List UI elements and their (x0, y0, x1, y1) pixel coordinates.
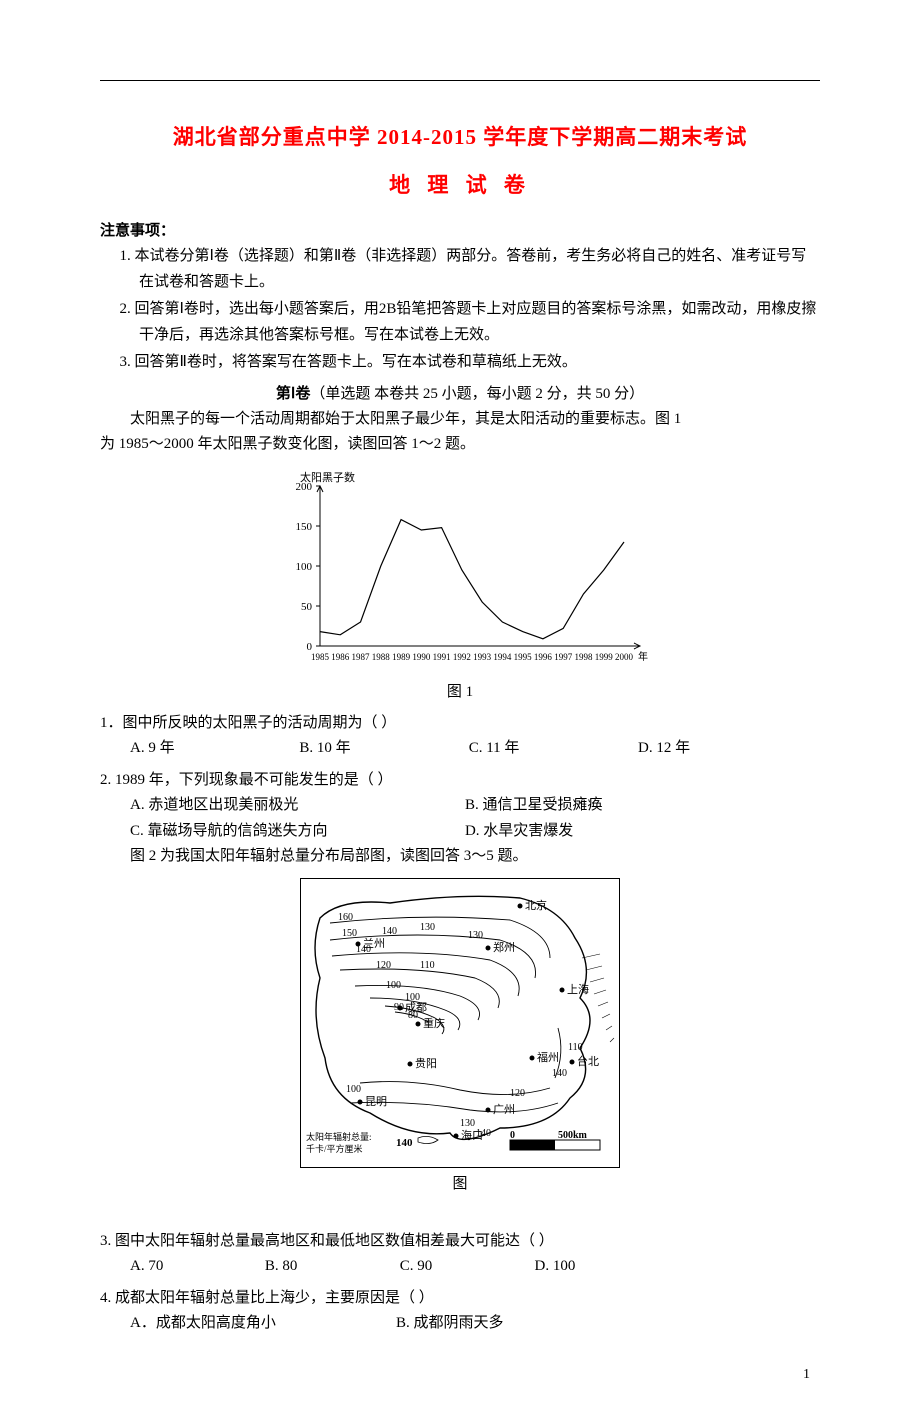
svg-text:50: 50 (301, 601, 313, 613)
q3-opt-c: C. 90 (400, 1254, 531, 1280)
svg-text:140: 140 (396, 1137, 413, 1149)
svg-text:2000: 2000 (615, 652, 634, 662)
q3-opt-d: D. 100 (535, 1254, 666, 1280)
question-3: 3. 图中太阳年辐射总量最高地区和最低地区数值相差最大可能达（ ） (100, 1229, 820, 1255)
svg-text:广州: 广州 (493, 1103, 515, 1116)
svg-text:1991: 1991 (433, 652, 451, 662)
svg-text:贵阳: 贵阳 (415, 1057, 437, 1070)
china-map-wrap: 1601501401401301301201101001009080100130… (100, 878, 820, 1168)
figure-2-label: 图 (100, 1172, 820, 1193)
svg-text:1996: 1996 (534, 652, 553, 662)
svg-text:1995: 1995 (514, 652, 533, 662)
svg-text:130: 130 (468, 930, 483, 941)
notice-heading: 注意事项： (100, 219, 820, 240)
svg-text:130: 130 (420, 922, 435, 933)
svg-text:140: 140 (552, 1068, 567, 1079)
svg-text:100: 100 (346, 1084, 361, 1095)
question-1-options: A. 9 年 B. 10 年 C. 11 年 D. 12 年 (100, 736, 820, 762)
svg-text:140: 140 (382, 926, 397, 937)
figure-1-label: 图 1 (100, 680, 820, 701)
svg-text:1989: 1989 (392, 652, 411, 662)
svg-text:成都: 成都 (405, 1001, 427, 1014)
svg-text:千卡/平方厘米: 千卡/平方厘米 (306, 1143, 363, 1154)
notice-2: 2. 回答第Ⅰ卷时，选出每小题答案后，用2B铅笔把答题卡上对应题目的答案标号涂黑… (100, 297, 820, 348)
q4-opt-b: B. 成都阴雨天多 (396, 1311, 727, 1337)
svg-text:昆明: 昆明 (365, 1095, 387, 1108)
svg-text:130: 130 (460, 1118, 475, 1129)
question-2-options-row1: A. 赤道地区出现美丽极光 B. 通信卫星受损瘫痪 (100, 793, 820, 819)
svg-text:1999: 1999 (595, 652, 614, 662)
notice-3: 3. 回答第Ⅱ卷时，将答案写在答题卡上。写在本试卷和草稿纸上无效。 (100, 350, 820, 376)
svg-text:上海: 上海 (567, 982, 589, 996)
svg-text:0: 0 (510, 1130, 515, 1141)
question-4: 4. 成都太阳年辐射总量比上海少，主要原因是（ ） (100, 1286, 820, 1312)
q1-opt-d: D. 12 年 (638, 736, 804, 762)
intro-text-line1: 太阳黑子的每一个活动周期都始于太阳黑子最少年，其是太阳活动的重要标志。图 1 (100, 407, 820, 433)
q2-opt-a: A. 赤道地区出现美丽极光 (130, 793, 461, 819)
q3-opt-b: B. 80 (265, 1254, 396, 1280)
notice-1: 1. 本试卷分第Ⅰ卷（选择题）和第Ⅱ卷（非选择题）两部分。答卷前，考生务必将自己… (100, 244, 820, 295)
svg-text:1986: 1986 (331, 652, 350, 662)
svg-text:重庆: 重庆 (423, 1016, 445, 1030)
title-sub: 地 理 试 卷 (100, 169, 820, 199)
q2-opt-b: B. 通信卫星受损瘫痪 (465, 793, 796, 819)
svg-text:1993: 1993 (473, 652, 492, 662)
svg-text:1990: 1990 (412, 652, 431, 662)
svg-text:1992: 1992 (453, 652, 471, 662)
svg-text:太阳黑子数: 太阳黑子数 (300, 471, 355, 484)
section-1-bold: 第Ⅰ卷 (276, 386, 310, 402)
q2-opt-d: D. 水旱灾害爆发 (465, 819, 796, 845)
svg-text:110: 110 (568, 1042, 583, 1053)
page-number: 1 (100, 1367, 820, 1383)
svg-text:1997: 1997 (554, 652, 573, 662)
svg-text:年: 年 (638, 650, 648, 663)
sunspot-chart: 050100150200太阳黑子数19851986198719881989199… (270, 466, 650, 676)
svg-text:110: 110 (420, 960, 435, 971)
header-rule (100, 80, 820, 81)
intro-2: 图 2 为我国太阳年辐射总量分布局部图，读图回答 3～5 题。 (100, 844, 820, 870)
q3-opt-a: A. 70 (130, 1254, 261, 1280)
q2-opt-c: C. 靠磁场导航的信鸽迷失方向 (130, 819, 461, 845)
svg-text:500km: 500km (558, 1130, 588, 1141)
svg-text:1985: 1985 (311, 652, 330, 662)
title-main: 湖北省部分重点中学 2014-2015 学年度下学期高二期末考试 (100, 121, 820, 151)
svg-text:100: 100 (296, 561, 313, 573)
svg-text:兰州: 兰州 (363, 937, 385, 950)
svg-text:120: 120 (510, 1088, 525, 1099)
intro-text-line2: 为 1985～2000 年太阳黑子数变化图，读图回答 1～2 题。 (100, 432, 820, 458)
svg-text:北京: 北京 (525, 898, 547, 912)
svg-text:1987: 1987 (352, 652, 371, 662)
section-1-heading: 第Ⅰ卷（单选题 本卷共 25 小题，每小题 2 分，共 50 分） (100, 382, 820, 403)
sunspot-chart-wrap: 050100150200太阳黑子数19851986198719881989199… (100, 466, 820, 676)
section-1-rest: （单选题 本卷共 25 小题，每小题 2 分，共 50 分） (310, 386, 644, 402)
svg-text:150: 150 (296, 521, 313, 533)
q1-opt-b: B. 10 年 (299, 736, 465, 762)
svg-text:1994: 1994 (493, 652, 512, 662)
q1-opt-a: A. 9 年 (130, 736, 296, 762)
question-2-options-row2: C. 靠磁场导航的信鸽迷失方向 D. 水旱灾害爆发 (100, 819, 820, 845)
question-3-options: A. 70 B. 80 C. 90 D. 100 (100, 1254, 820, 1280)
exam-page: 湖北省部分重点中学 2014-2015 学年度下学期高二期末考试 地 理 试 卷… (0, 0, 920, 1423)
svg-text:100: 100 (386, 980, 401, 991)
svg-text:福州: 福州 (537, 1050, 559, 1064)
svg-text:120: 120 (376, 960, 391, 971)
svg-text:150: 150 (342, 928, 357, 939)
question-1: 1．图中所反映的太阳黑子的活动周期为（ ） (100, 711, 820, 737)
q4-opt-a: A．成都太阳高度角小 (130, 1311, 392, 1337)
svg-text:1998: 1998 (574, 652, 593, 662)
svg-text:160: 160 (338, 912, 353, 923)
svg-text:太阳年辐射总量:: 太阳年辐射总量: (306, 1131, 372, 1142)
svg-text:郑州: 郑州 (493, 940, 515, 954)
china-solar-map: 1601501401401301301201101001009080100130… (300, 878, 620, 1168)
svg-text:台北: 台北 (577, 1054, 599, 1068)
svg-text:海口: 海口 (461, 1128, 483, 1142)
q1-opt-c: C. 11 年 (469, 736, 635, 762)
question-2: 2. 1989 年，下列现象最不可能发生的是（ ） (100, 768, 820, 794)
svg-text:1988: 1988 (372, 652, 391, 662)
question-4-options: A．成都太阳高度角小 B. 成都阴雨天多 (100, 1311, 820, 1337)
